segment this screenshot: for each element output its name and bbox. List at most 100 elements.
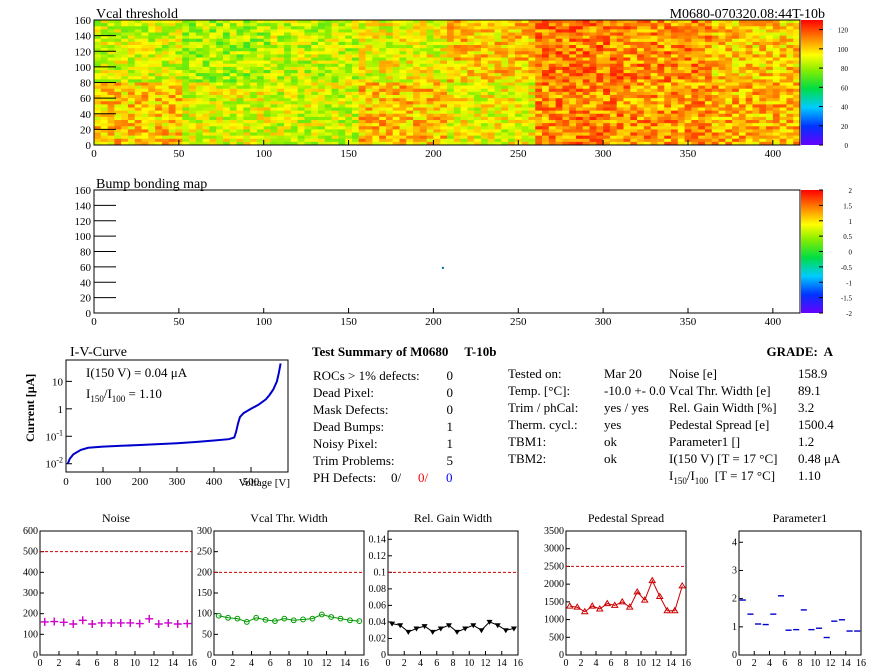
vcal-cell [94, 107, 102, 112]
vcal-cell [440, 98, 448, 102]
vcal-cell [229, 32, 237, 37]
vcal-cell [250, 20, 258, 24]
vcal-cell [202, 23, 210, 27]
vcal-cell [175, 116, 183, 121]
vcal-cell [487, 63, 495, 68]
vcal-cell [270, 23, 278, 27]
vcal-cell [508, 60, 516, 65]
vcal-cell [440, 35, 448, 40]
vcal-cell [175, 29, 183, 33]
vcal-cell [100, 45, 108, 49]
vcal-cell [263, 73, 271, 77]
vcal-cell [548, 110, 557, 115]
vcal-cell [250, 120, 258, 124]
vcal-cell [406, 107, 414, 112]
vcal-cell [494, 51, 502, 55]
vcal-cell [399, 104, 407, 108]
vcal-cell [338, 29, 346, 33]
vcal-cell [209, 76, 217, 80]
vcal-cell [284, 29, 292, 33]
vcal-cell [738, 35, 747, 40]
data-point [454, 629, 461, 635]
vcal-cell [487, 51, 495, 55]
vcal-cell [467, 57, 475, 62]
scale-label: -1.5 [841, 295, 853, 303]
vcal-cell [514, 41, 523, 46]
vcal-cell [711, 66, 719, 71]
vcal-cell [555, 85, 563, 90]
vcal-cell [562, 104, 570, 108]
vcal-cell [745, 45, 753, 49]
vcal-cell [759, 101, 767, 105]
vcal-cell [467, 48, 475, 52]
vcal-cell [121, 82, 129, 87]
scale-label: 1 [849, 218, 853, 226]
vcal-cell [480, 101, 489, 105]
vcal-cell [338, 60, 346, 65]
vcal-cell [311, 116, 319, 121]
vcal-cell [589, 138, 597, 143]
vcal-cell [759, 38, 767, 43]
vcal-cell [161, 85, 170, 90]
vcal-cell [175, 135, 183, 140]
vcal-cell [562, 29, 570, 33]
vcal-cell [440, 123, 448, 127]
vcal-cell [474, 132, 482, 137]
vcal-cell [609, 110, 618, 115]
vcal-cell [548, 26, 557, 30]
vcal-cell [127, 91, 136, 96]
vcal-cell [168, 41, 176, 46]
vcal-cell [460, 101, 468, 105]
vcal-cell [732, 126, 740, 130]
vcal-cell [290, 126, 299, 130]
vcal-cell [392, 126, 400, 130]
vcal-cell [379, 107, 387, 112]
vcal-cell [508, 38, 516, 43]
vcal-cell [379, 51, 387, 55]
vcal-cell [134, 116, 142, 121]
vcal-cell [684, 104, 692, 108]
vcal-cell [704, 107, 713, 112]
vcal-cell [542, 32, 550, 37]
vcal-cell [331, 82, 339, 87]
vcal-cell [107, 38, 115, 43]
vcal-cell [243, 113, 251, 118]
vcal-cell [155, 101, 163, 105]
vcal-cell [392, 85, 400, 90]
vcal-cell [725, 82, 733, 87]
vcal-cell [222, 76, 231, 80]
vcal-cell [691, 73, 699, 77]
vcal-cell [189, 48, 197, 52]
vcal-cell [297, 138, 305, 143]
vcal-cell [786, 98, 794, 102]
vcal-cell [243, 116, 251, 121]
vcal-cell [189, 57, 197, 62]
vcal-cell [779, 66, 787, 71]
vcal-cell [311, 107, 319, 112]
vcal-cell [324, 110, 332, 115]
vcal-cell [555, 110, 563, 115]
vcal-cell [345, 101, 353, 105]
parameter-label: Rel. Gain Width [%] [669, 400, 777, 415]
vcal-cell [609, 48, 618, 52]
vcal-cell [331, 85, 339, 90]
parameter-label: Noise [e] [669, 366, 717, 381]
vcal-cell [772, 141, 781, 146]
vcal-cell [100, 110, 108, 115]
vcal-cell [732, 29, 740, 33]
vcal-cell [141, 26, 149, 30]
vcal-cell [738, 123, 747, 127]
vcal-cell [304, 88, 312, 93]
vcal-cell [738, 23, 747, 27]
vcal-cell [562, 54, 570, 58]
vcal-cell [351, 110, 360, 115]
vcal-cell [304, 54, 312, 58]
vcal-cell [474, 135, 482, 140]
vcal-cell [603, 79, 611, 83]
vcal-cell [311, 73, 319, 77]
vcal-cell [413, 63, 421, 68]
data-point [502, 628, 509, 634]
condition-value: yes [604, 417, 621, 432]
vcal-cell [711, 116, 719, 121]
